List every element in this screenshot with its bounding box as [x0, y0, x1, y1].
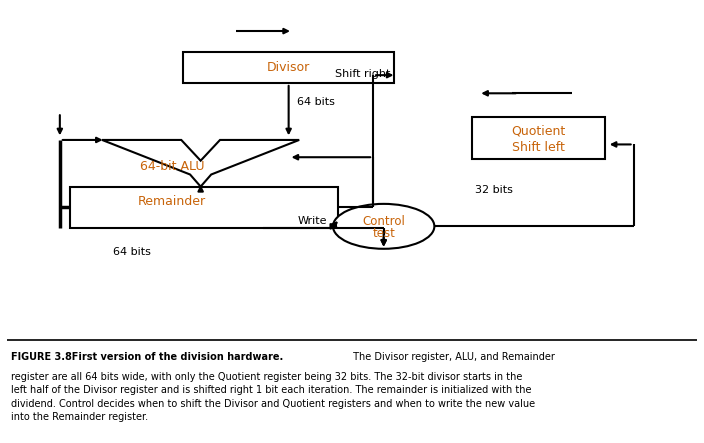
Text: 64 bits: 64 bits: [297, 97, 335, 107]
Text: Write: Write: [298, 216, 327, 225]
Text: 64-bit ALU: 64-bit ALU: [140, 160, 205, 173]
Text: Shift right: Shift right: [335, 70, 391, 79]
Polygon shape: [102, 140, 299, 187]
Text: 64 bits: 64 bits: [113, 247, 151, 257]
Text: Control: Control: [363, 215, 405, 228]
Bar: [472, 117, 605, 159]
Ellipse shape: [333, 204, 434, 249]
Bar: [183, 52, 394, 83]
Text: Shift left: Shift left: [512, 141, 565, 154]
Text: test: test: [372, 227, 395, 240]
Text: Remainder: Remainder: [138, 194, 206, 208]
Text: First version of the division hardware.: First version of the division hardware.: [65, 352, 283, 362]
Text: register are all 64 bits wide, with only the Quotient register being 32 bits. Th: register are all 64 bits wide, with only…: [11, 372, 534, 422]
Text: 32 bits: 32 bits: [475, 185, 513, 195]
Text: Divisor: Divisor: [267, 61, 310, 74]
Bar: [70, 187, 338, 228]
Text: FIGURE 3.8: FIGURE 3.8: [11, 352, 71, 362]
Text: The Divisor register, ALU, and Remainder: The Divisor register, ALU, and Remainder: [350, 352, 555, 362]
Text: Quotient: Quotient: [511, 124, 566, 137]
